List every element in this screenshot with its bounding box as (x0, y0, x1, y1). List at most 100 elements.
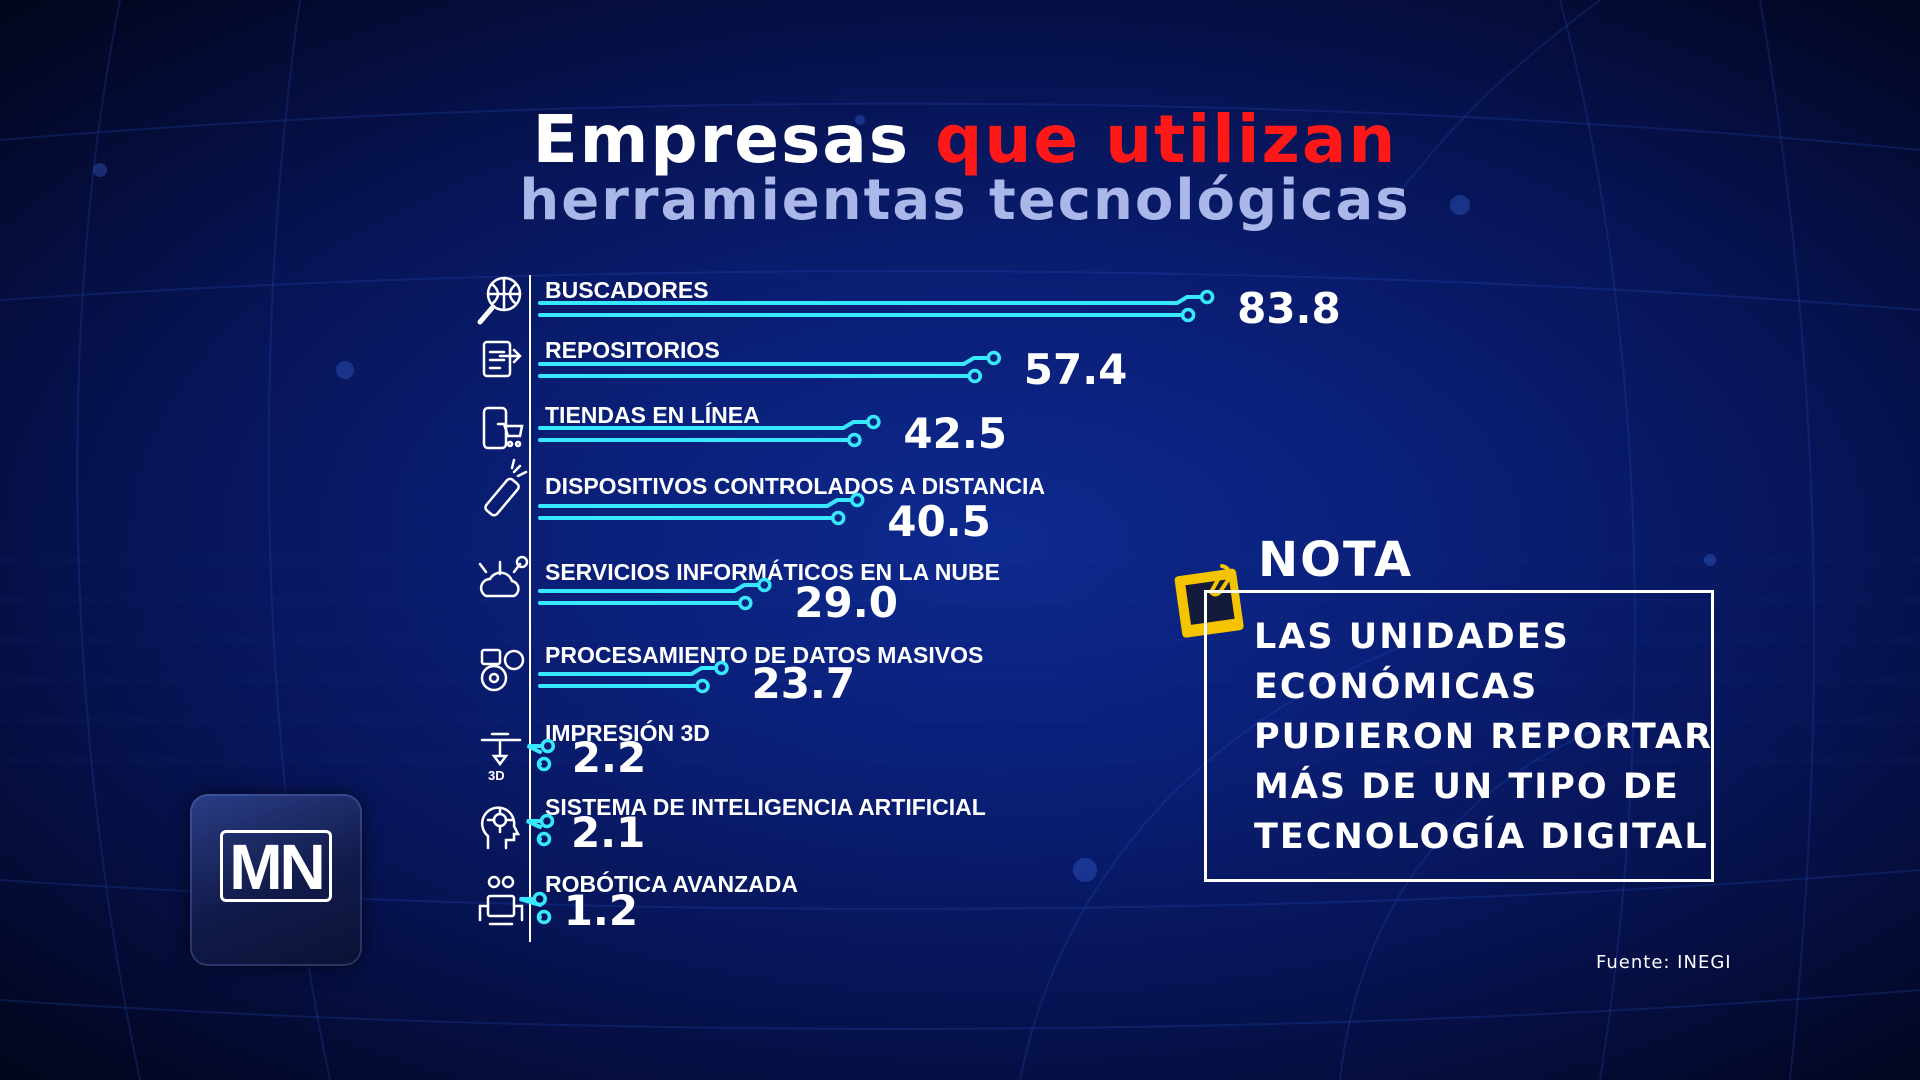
cart-shape (496, 422, 524, 448)
remote-control-icon (484, 458, 528, 517)
value-label: 42.5 (903, 409, 1007, 458)
gears-icon (480, 648, 525, 692)
value-label: 2.2 (572, 733, 646, 782)
bar-node-upper (986, 350, 1002, 366)
category-label: SISTEMA DE INTELIGENCIA ARTIFICIAL (545, 794, 986, 820)
value-label: 23.7 (751, 659, 855, 708)
value-label: 57.4 (1024, 345, 1128, 394)
robot-icon (478, 875, 524, 926)
nota-title: NOTA (1258, 532, 1414, 588)
mobile-cart-icon (482, 406, 524, 450)
bar-node-upper (540, 738, 556, 754)
value-label: 40.5 (887, 497, 991, 546)
document-shape (482, 340, 512, 378)
head-shape (480, 806, 521, 850)
category-label: SERVICIOS INFORMÁTICOS EN LA NUBE (545, 558, 1000, 585)
bar-node-upper (714, 660, 729, 676)
bar-node-lower (830, 510, 846, 526)
title-part-white: Empresas (532, 101, 911, 178)
bar (519, 891, 552, 925)
category-label: DISPOSITIVOS CONTROLADOS A DISTANCIA (545, 473, 1045, 499)
gear-small (503, 649, 525, 671)
bar-trace-upper (538, 420, 870, 430)
bar-node-lower (1180, 307, 1196, 323)
nota-box (1204, 590, 1714, 882)
category-label: IMPRESIÓN 3D (545, 719, 710, 746)
source-text: Fuente: INEGI (1596, 952, 1732, 973)
bar-row: IMPRESIÓN 3D2.2 (526, 719, 710, 782)
printer-shape (480, 732, 522, 767)
repository-icon (482, 340, 522, 378)
gear-large-hub (488, 672, 500, 684)
brain-node (492, 812, 508, 828)
document-lines (488, 348, 522, 370)
bar-trace-upper (538, 666, 718, 676)
brain-lines (486, 806, 514, 834)
cloud-network-icon (478, 555, 529, 598)
bar-row: BUSCADORES 83.8 (538, 277, 1341, 333)
bar-node-lower (967, 368, 983, 384)
mn-logo: MN (190, 794, 362, 966)
chart-subtitle: herramientas tecnológicas (519, 168, 1411, 233)
bar-node-upper (866, 414, 881, 430)
chart-title: Empresas que utilizan (400, 100, 1530, 180)
logo-text: MN (229, 831, 326, 903)
bar-node-upper (757, 577, 772, 593)
printer-3d-label: 3D (488, 768, 505, 783)
bar-trace-upper (538, 583, 761, 593)
robot-eye-right (501, 875, 515, 889)
network-lines (478, 560, 522, 576)
gear-large (480, 664, 508, 692)
title-part-red: que utilizan (935, 101, 1398, 178)
bar (538, 492, 865, 526)
data-window (480, 648, 502, 666)
bar (526, 738, 556, 772)
bar (538, 414, 881, 448)
bar-trace-upper (538, 295, 1204, 305)
value-label: 1.2 (564, 886, 638, 935)
category-label: PROCESAMIENTO DE DATOS MASIVOS (545, 642, 983, 668)
nota-line: TECNOLOGÍA DIGITAL (1254, 817, 1709, 857)
bar-node-lower (536, 909, 552, 925)
bar-trace-upper (519, 897, 542, 907)
robot-arms (478, 904, 524, 926)
bar-trace-upper (538, 498, 854, 508)
sticky-note-icon (1174, 564, 1244, 638)
printer-3d-icon: 3D (480, 732, 522, 783)
network-node (515, 555, 529, 569)
nota-line: PUDIERON REPORTAR (1254, 717, 1714, 757)
robot-body (486, 894, 516, 918)
nota-text: LAS UNIDADES ECONÓMICAS PUDIERON REPORTA… (1254, 612, 1714, 862)
bar (538, 289, 1215, 323)
signal-waves (510, 458, 528, 478)
bar (526, 813, 555, 847)
magnifier-handle (477, 305, 495, 325)
bar-node-upper (1199, 289, 1215, 305)
bar-node-lower (536, 756, 552, 772)
bar (538, 350, 1002, 384)
value-label: 29.0 (794, 578, 898, 627)
bar-node-upper (539, 813, 555, 829)
category-label: REPOSITORIOS (545, 337, 720, 363)
remote-shape (484, 477, 520, 517)
bar-trace-upper (526, 819, 543, 829)
value-label: 83.8 (1237, 284, 1341, 333)
bar-row: REPOSITORIOS 57.4 (538, 337, 1128, 394)
bar-node-lower (738, 595, 753, 611)
robot-eye-left (487, 875, 501, 889)
category-label: ROBÓTICA AVANZADA (545, 870, 798, 897)
bar (538, 577, 772, 611)
phone-shape (482, 406, 508, 450)
bar-node-upper (532, 891, 547, 907)
bar-node-lower (847, 432, 862, 448)
cloud-shape (479, 571, 520, 598)
globe-grid (486, 276, 522, 312)
bar-trace-upper (538, 356, 990, 366)
nota-line: ECONÓMICAS (1254, 667, 1539, 707)
value-label: 2.1 (571, 808, 645, 857)
